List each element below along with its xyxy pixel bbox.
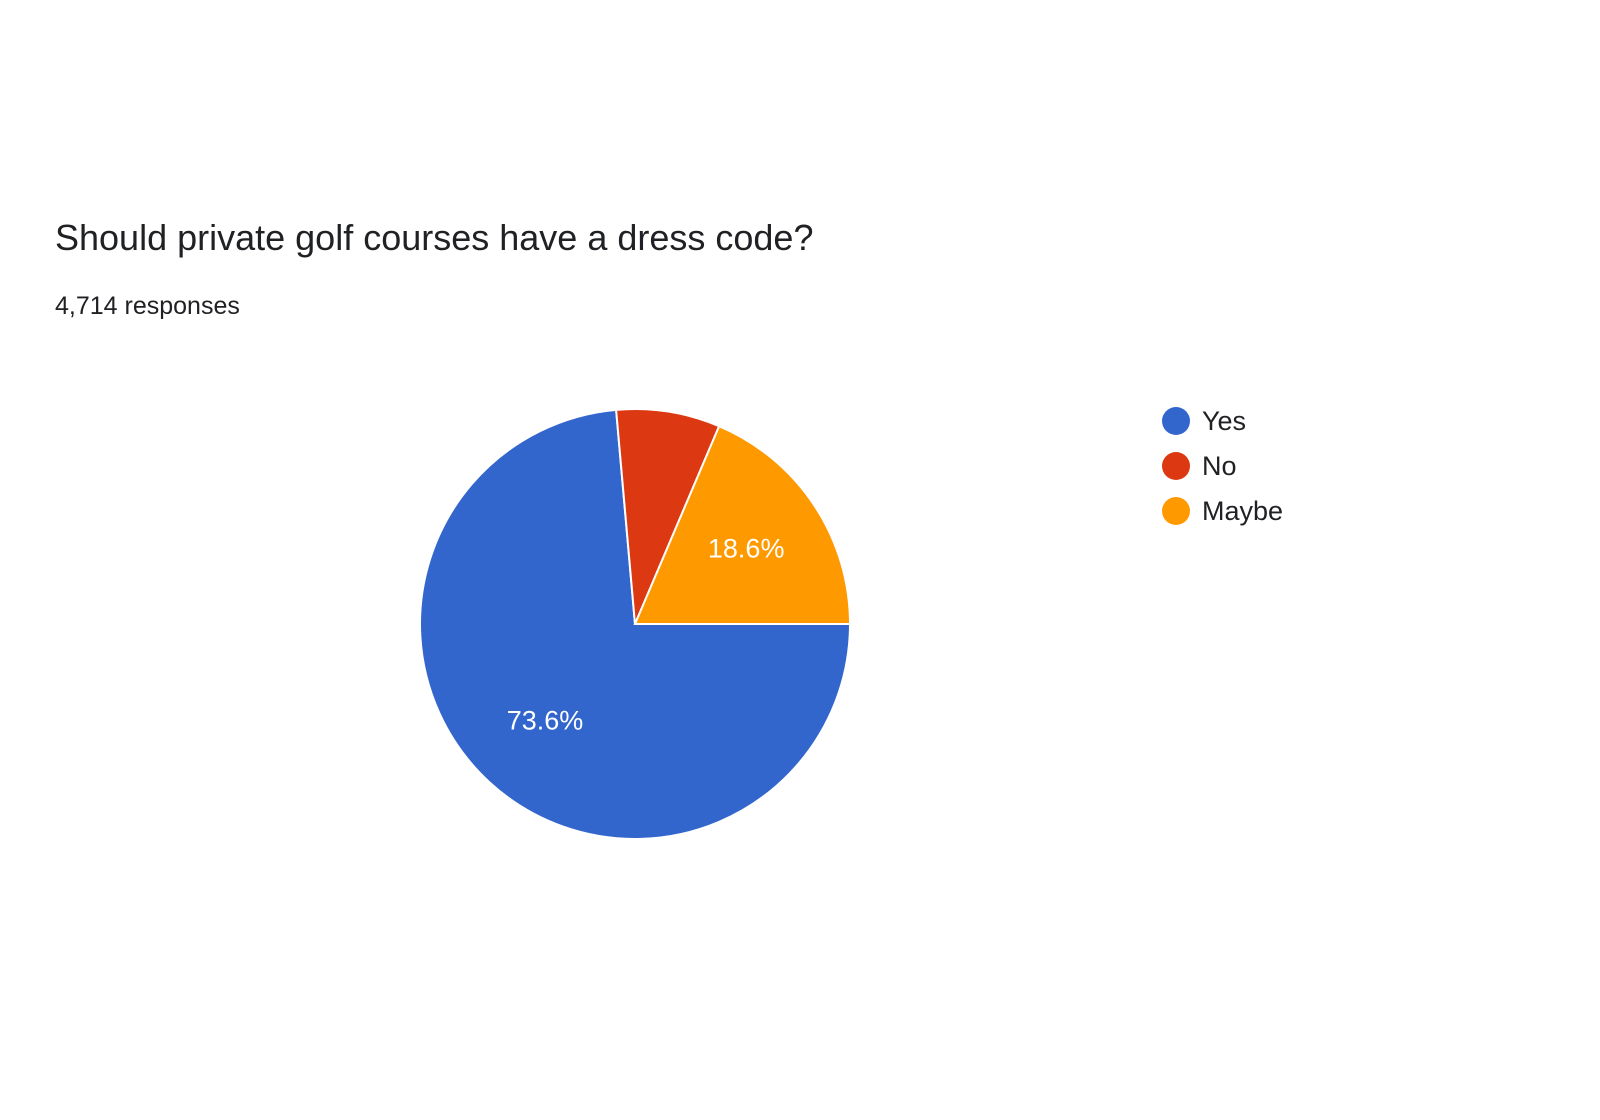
response-count: 4,714 responses	[55, 292, 240, 320]
chart-legend: Yes No Maybe	[1162, 398, 1283, 533]
slice-label-maybe: 18.6%	[708, 534, 785, 564]
pie-slice-maybe[interactable]	[633, 424, 852, 625]
slice-label-yes: 73.6%	[507, 705, 584, 735]
legend-label-no: No	[1202, 450, 1237, 481]
question-title: Should private golf courses have a dress…	[55, 217, 814, 258]
legend-item-no[interactable]: No	[1162, 443, 1283, 488]
legend-item-yes[interactable]: Yes	[1162, 398, 1283, 443]
legend-swatch-maybe	[1162, 496, 1190, 525]
legend-label-yes: Yes	[1202, 405, 1247, 436]
legend-item-maybe[interactable]: Maybe	[1162, 488, 1283, 533]
legend-swatch-yes	[1162, 406, 1190, 435]
pie-slice-no[interactable]	[615, 408, 721, 625]
legend-label-maybe: Maybe	[1202, 495, 1284, 526]
legend-swatch-no	[1162, 451, 1190, 480]
